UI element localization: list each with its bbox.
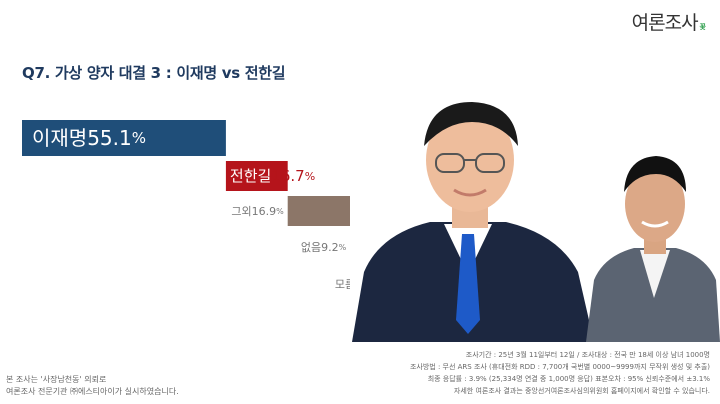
sponsor-note-line: 본 조사는 '사장남천동' 의뢰로 xyxy=(6,375,107,384)
bar-2 xyxy=(225,161,288,191)
jeon-han-gil-photo xyxy=(586,156,720,342)
data-label-5: 모름2.1% xyxy=(335,278,350,291)
question-title: Q7. 가상 양자 대결 3 : 이재명 vs 전한길 xyxy=(22,64,286,82)
sponsor-note: 본 조사는 '사장남천동' 의뢰로 여론조사 전문기관 ㈜에스티아이가 실시하였… xyxy=(6,374,179,398)
poll-chart: 이재명55.1% 전한길16.7% 그외16.9% 없음9.2% 모름2.1% xyxy=(22,120,350,291)
lee-jae-myung-photo xyxy=(352,102,594,342)
data-label-1: 이재명55.1% xyxy=(32,126,146,150)
logo-flower: 꽃 xyxy=(699,23,706,31)
data-label-4: 없음9.2% xyxy=(301,241,347,254)
sponsor-note-line: 여론조사 전문기관 ㈜에스티아이가 실시하였습니다. xyxy=(6,387,179,396)
methodology-note: 조사기간 : 25년 3월 11일부터 12일 / 조사대상 : 전국 만 18… xyxy=(380,349,710,397)
candidate-photos xyxy=(352,102,720,342)
methodology-line: 조사기간 : 25년 3월 11일부터 12일 / 조사대상 : 전국 만 18… xyxy=(465,351,710,359)
data-label-2: 전한길16.7% xyxy=(230,167,315,185)
methodology-line: 최종 응답률 : 3.9% (25,334명 연결 중 1,000명 응답) 표… xyxy=(427,375,710,383)
logo-text: 여론조사 xyxy=(631,12,699,34)
methodology-line: 자세한 여론조사 결과는 중앙선거여론조사심의위원회 홈페이지에서 확인할 수 … xyxy=(453,387,710,395)
bar-3 xyxy=(287,196,350,226)
data-label-3: 그외16.9% xyxy=(231,205,284,218)
brand-logo: 여론조사 꽃 xyxy=(632,8,706,35)
bar-1 xyxy=(22,120,226,156)
methodology-line: 조사방법 : 무선 ARS 조사 (휴대전화 RDD : 7,700개 국번별 … xyxy=(409,363,710,371)
